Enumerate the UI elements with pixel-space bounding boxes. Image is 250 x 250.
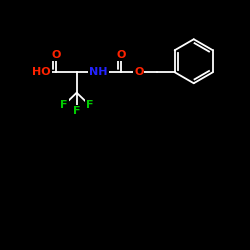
Text: NH: NH: [90, 67, 108, 77]
Text: F: F: [73, 106, 80, 116]
Text: O: O: [134, 67, 143, 77]
Text: F: F: [60, 100, 68, 110]
Text: F: F: [86, 100, 94, 110]
Text: O: O: [116, 50, 126, 60]
Text: O: O: [52, 50, 61, 60]
Text: HO: HO: [32, 67, 50, 77]
